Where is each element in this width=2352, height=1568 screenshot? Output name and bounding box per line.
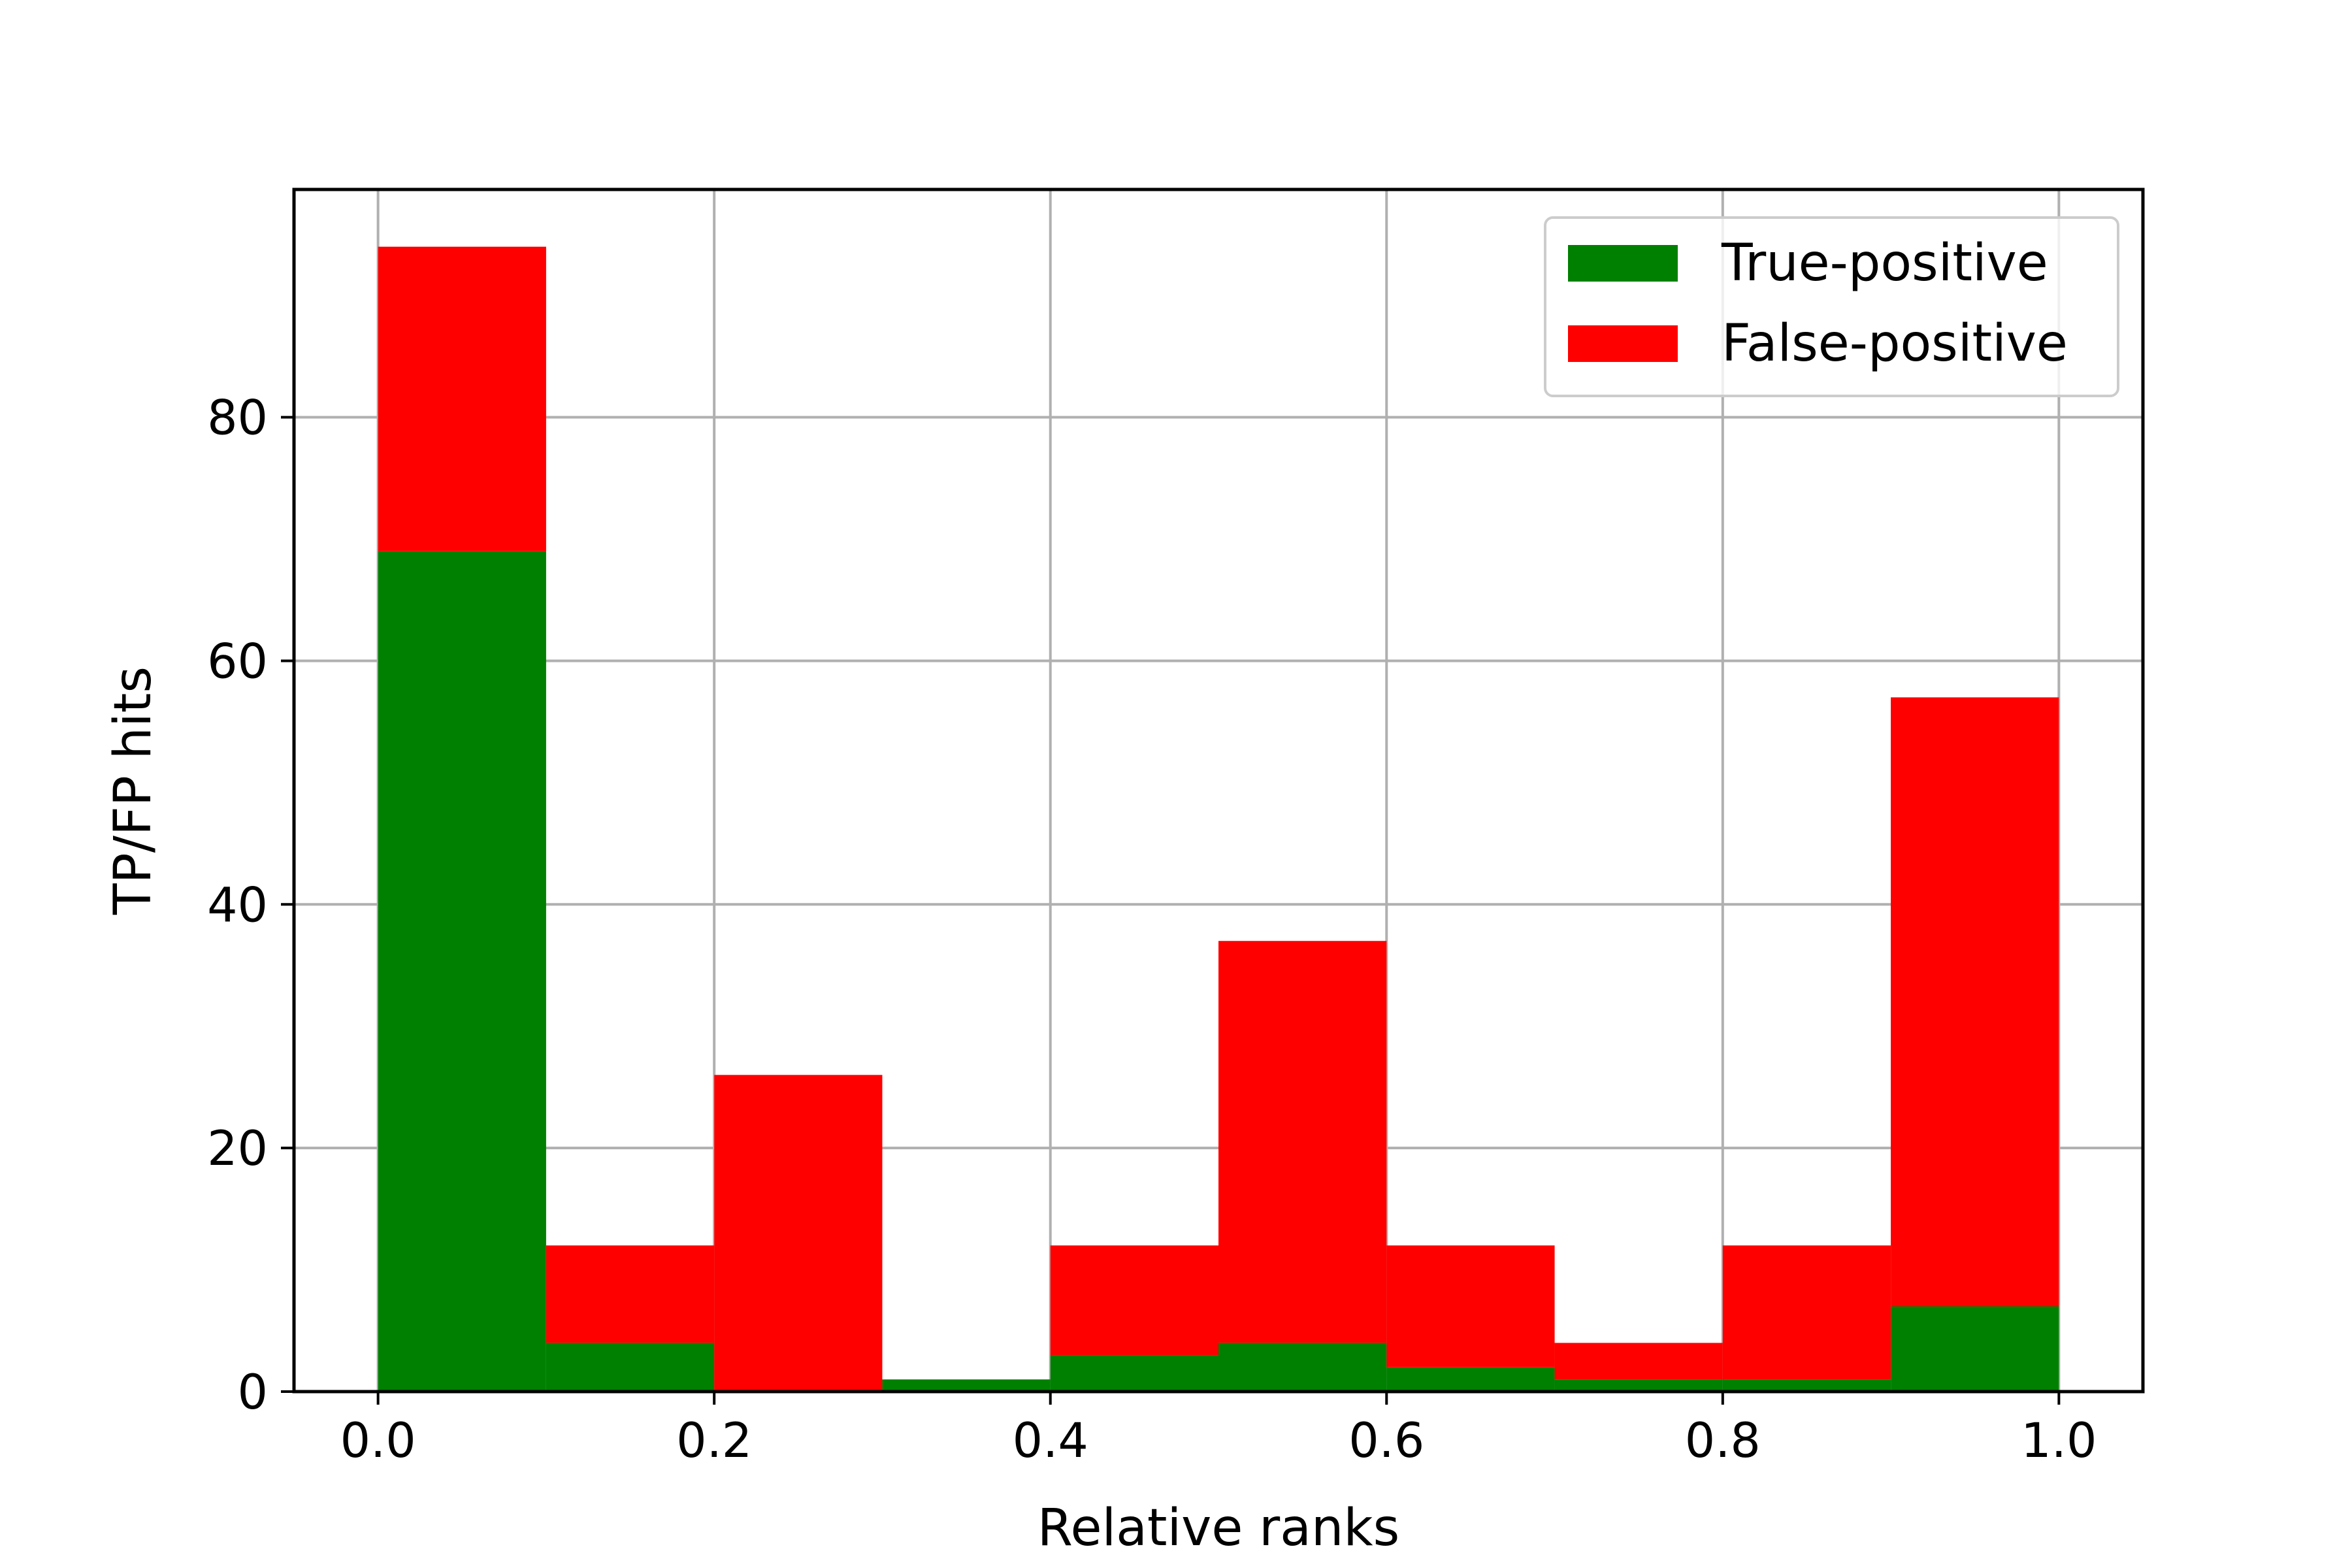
bar-false-positive: [378, 246, 546, 551]
bar-true-positive: [1554, 1379, 1723, 1392]
x-tick-label: 0.2: [676, 1413, 752, 1469]
bars: [378, 246, 2059, 1392]
x-axis-ticks: 0.0 0.2 0.4 0.6 0.8 1.0: [340, 1392, 2097, 1469]
x-axis-label: Relative ranks: [1037, 1499, 1399, 1558]
bar-true-positive: [1218, 1343, 1387, 1392]
bar-true-positive: [1891, 1306, 2059, 1392]
bar-false-positive: [1050, 1245, 1218, 1356]
bar-true-positive: [1050, 1355, 1218, 1392]
y-tick-label: 20: [207, 1121, 268, 1177]
bar-true-positive: [546, 1343, 715, 1392]
y-tick-label: 80: [207, 391, 268, 446]
bar-true-positive: [882, 1379, 1051, 1392]
bar-false-positive: [1386, 1245, 1555, 1367]
y-tick-label: 0: [238, 1365, 268, 1420]
y-axis-label: TP/FP hits: [104, 666, 163, 915]
bar-false-positive: [1722, 1245, 1891, 1380]
y-tick-label: 60: [207, 634, 268, 689]
x-tick-label: 0.6: [1348, 1413, 1424, 1469]
y-tick-label: 40: [207, 877, 268, 933]
x-tick-label: 0.0: [340, 1413, 416, 1469]
bar-true-positive: [378, 551, 546, 1392]
bar-false-positive: [1554, 1343, 1723, 1380]
plot-frame: [292, 188, 2145, 1394]
legend: True-positive False-positive: [1544, 216, 2119, 397]
bar-true-positive: [1386, 1367, 1555, 1392]
legend-swatch-true-positive: [1568, 245, 1678, 282]
bar-false-positive: [714, 1075, 883, 1392]
legend-label-false-positive: False-positive: [1722, 314, 2068, 373]
legend-label-true-positive: True-positive: [1721, 234, 2048, 293]
y-axis-ticks: 0 20 40 60 80: [207, 391, 294, 1420]
bar-false-positive: [1891, 697, 2059, 1307]
x-tick-label: 0.8: [1685, 1413, 1761, 1469]
bar-false-positive: [546, 1245, 715, 1343]
x-tick-label: 0.4: [1013, 1413, 1088, 1469]
bar-true-positive: [1722, 1379, 1891, 1392]
x-tick-label: 1.0: [2021, 1413, 2097, 1469]
bar-false-positive: [1218, 941, 1387, 1343]
legend-frame: [1544, 216, 2119, 397]
legend-swatch-false-positive: [1568, 325, 1678, 362]
